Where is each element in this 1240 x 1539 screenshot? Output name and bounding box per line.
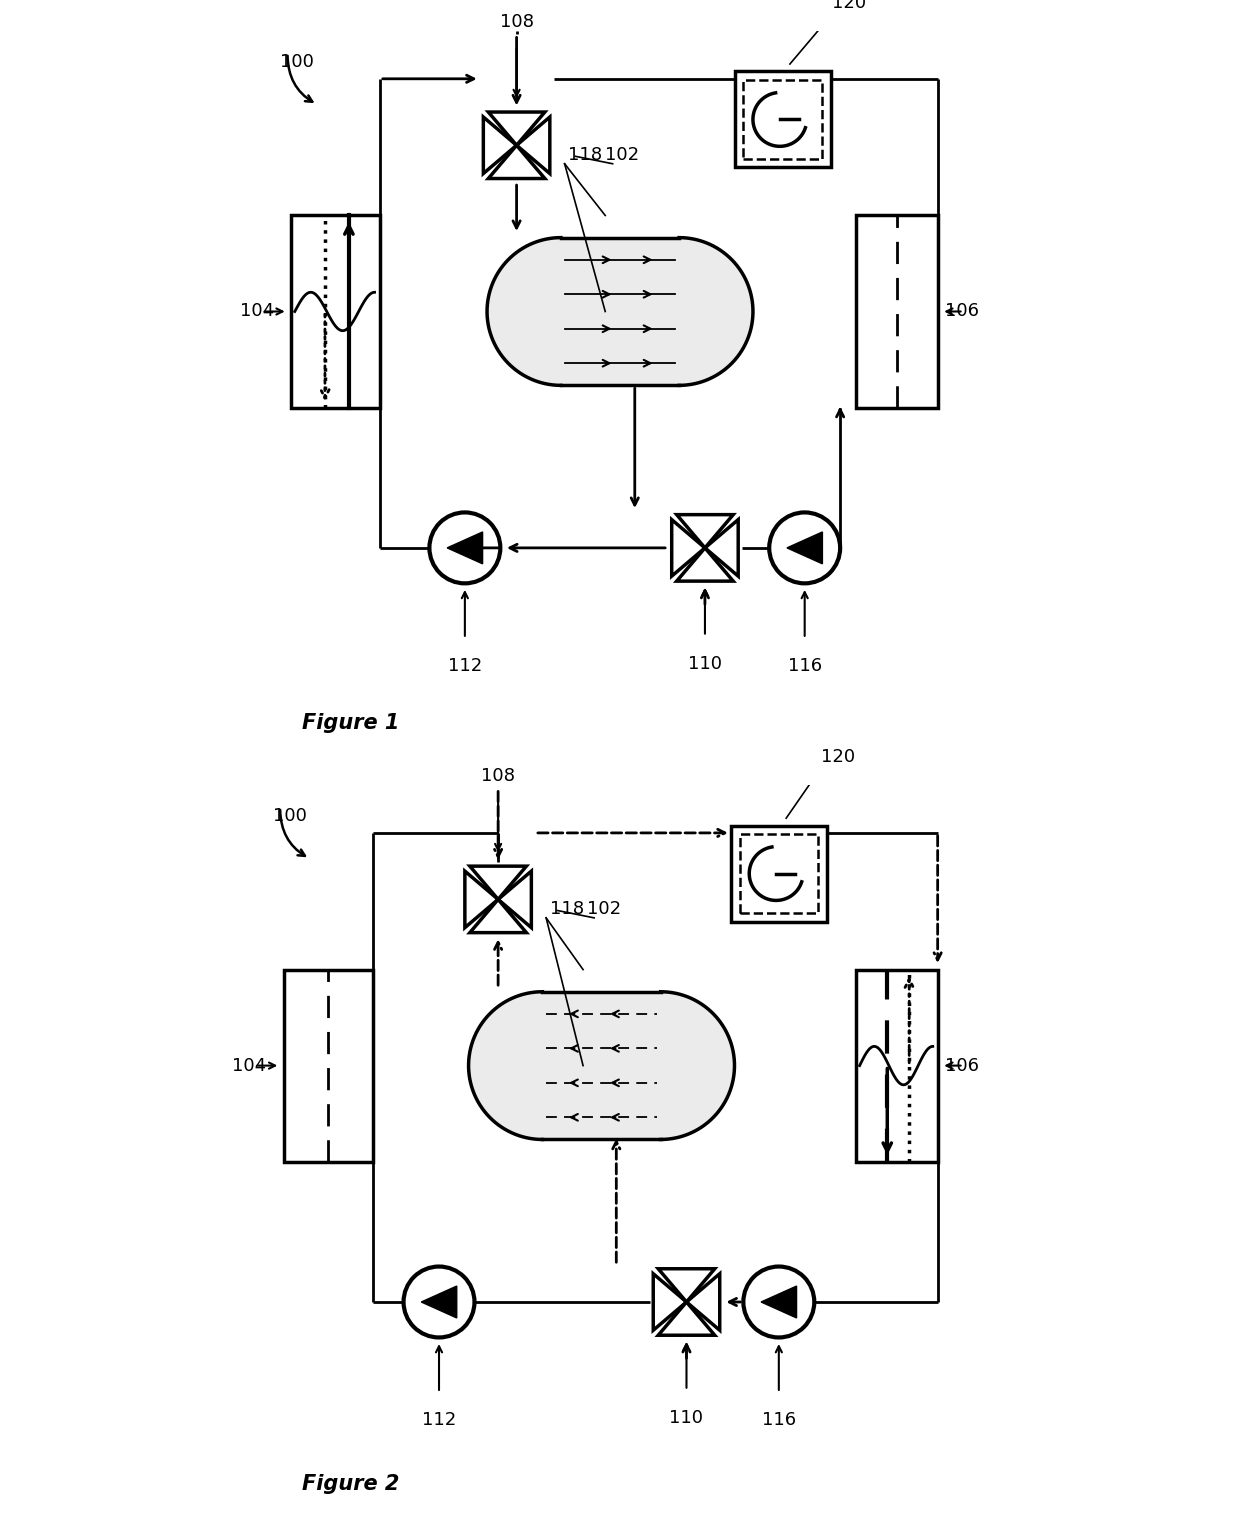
Text: 118: 118: [549, 900, 584, 917]
Polygon shape: [677, 548, 733, 582]
Polygon shape: [498, 871, 532, 928]
Polygon shape: [465, 871, 498, 928]
Bar: [734, 71, 831, 168]
Polygon shape: [470, 866, 526, 899]
Bar: [857, 970, 937, 1162]
Text: 110: 110: [670, 1410, 703, 1427]
Circle shape: [429, 512, 500, 583]
Polygon shape: [787, 532, 822, 563]
Circle shape: [743, 1267, 815, 1337]
Text: 108: 108: [481, 766, 515, 785]
Text: 112: 112: [422, 1411, 456, 1430]
Text: 112: 112: [448, 657, 482, 676]
Text: 100: 100: [280, 52, 314, 71]
Polygon shape: [517, 117, 549, 174]
Polygon shape: [448, 532, 482, 563]
Circle shape: [403, 1267, 475, 1337]
Bar: [857, 215, 937, 408]
Text: 100: 100: [273, 806, 306, 825]
Polygon shape: [677, 514, 733, 548]
Text: 110: 110: [688, 656, 722, 673]
Text: 104: 104: [239, 303, 274, 320]
Bar: [740, 834, 818, 913]
Bar: [291, 215, 379, 408]
Polygon shape: [653, 1274, 687, 1330]
Polygon shape: [658, 1302, 714, 1336]
Polygon shape: [489, 145, 544, 179]
Text: 116: 116: [761, 1411, 796, 1430]
Polygon shape: [658, 1268, 714, 1302]
Text: 120: 120: [821, 748, 856, 766]
Bar: [730, 825, 827, 922]
Polygon shape: [487, 237, 753, 385]
Bar: [284, 970, 372, 1162]
Polygon shape: [469, 991, 734, 1139]
Circle shape: [769, 512, 841, 583]
Text: 118: 118: [568, 146, 603, 163]
Text: Figure 2: Figure 2: [303, 1474, 399, 1494]
Text: 116: 116: [787, 657, 822, 676]
Text: 108: 108: [500, 12, 533, 31]
Text: Figure 1: Figure 1: [303, 713, 399, 733]
Text: 102: 102: [605, 146, 640, 163]
Bar: [743, 80, 822, 159]
Polygon shape: [672, 520, 706, 576]
Text: 120: 120: [832, 0, 866, 12]
Text: 102: 102: [587, 900, 621, 917]
Text: 106: 106: [945, 303, 980, 320]
Polygon shape: [422, 1287, 456, 1317]
Text: 106: 106: [945, 1057, 980, 1074]
Polygon shape: [470, 899, 526, 933]
Polygon shape: [706, 520, 738, 576]
Polygon shape: [484, 117, 517, 174]
Polygon shape: [489, 112, 544, 145]
Text: 104: 104: [232, 1057, 267, 1074]
Polygon shape: [687, 1274, 719, 1330]
Polygon shape: [761, 1287, 796, 1317]
